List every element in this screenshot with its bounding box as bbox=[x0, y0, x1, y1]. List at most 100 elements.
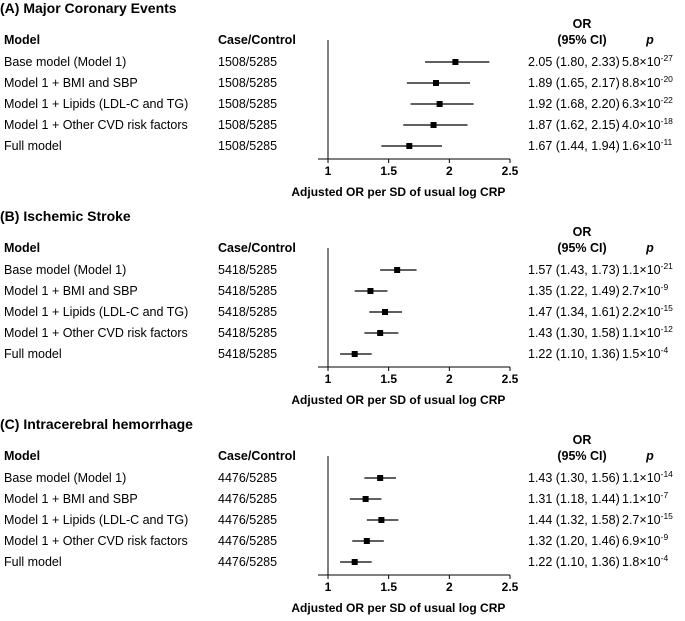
row-p-value: 1.1×10-12 bbox=[622, 324, 673, 340]
times-ten: ×10 bbox=[639, 555, 660, 569]
forest-row: Full model 5418/5285 1.22 (1.10, 1.36) 1.5×… bbox=[4, 345, 668, 361]
forest-row: Model 1 + Other CVD risk factors 5418/528… bbox=[4, 324, 673, 340]
row-model-label: Full model bbox=[4, 347, 62, 361]
p-mantissa: 4.0 bbox=[622, 118, 639, 132]
panel-title: (A) Major Coronary Events bbox=[0, 0, 177, 16]
row-model-label: Full model bbox=[4, 555, 62, 569]
row-or-ci: 1.47 (1.34, 1.61) bbox=[528, 305, 620, 319]
row-or-ci: 1.44 (1.32, 1.58) bbox=[528, 513, 620, 527]
p-mantissa: 2.7 bbox=[622, 284, 639, 298]
row-model-label: Model 1 + Other CVD risk factors bbox=[4, 118, 188, 132]
forest-row: Full model 4476/5285 1.22 (1.10, 1.36) 1.8×… bbox=[4, 553, 668, 569]
point-estimate bbox=[452, 59, 459, 65]
point-estimate bbox=[377, 330, 384, 336]
forest-panel: (B) Ischemic Stroke Model Case/Control OR (9… bbox=[0, 208, 673, 407]
point-estimate bbox=[436, 101, 443, 107]
point-estimate bbox=[367, 288, 374, 294]
forest-row: Model 1 + Lipids (LDL-C and TG) 5418/5285… bbox=[4, 303, 673, 319]
row-case-control: 1508/5285 bbox=[218, 118, 277, 132]
p-exponent: -11 bbox=[661, 137, 673, 147]
row-or-ci: 1.35 (1.22, 1.49) bbox=[528, 284, 620, 298]
forest-row: Base model (Model 1) 5418/5285 1.57 (1.43,… bbox=[4, 261, 673, 277]
row-case-control: 1508/5285 bbox=[218, 76, 277, 90]
x-tick-label: 2.5 bbox=[502, 372, 519, 386]
times-ten: ×10 bbox=[639, 76, 660, 90]
row-p-value: 1.8×10-4 bbox=[622, 553, 668, 569]
row-case-control: 4476/5285 bbox=[218, 534, 277, 548]
times-ten: ×10 bbox=[639, 263, 660, 277]
x-tick-label: 2 bbox=[446, 164, 453, 178]
times-ten: ×10 bbox=[639, 326, 660, 340]
row-model-label: Model 1 + Lipids (LDL-C and TG) bbox=[4, 97, 188, 111]
forest-row: Model 1 + BMI and SBP 1508/5285 1.89 (1.65… bbox=[4, 74, 673, 90]
row-model-label: Model 1 + BMI and SBP bbox=[4, 284, 138, 298]
header-model: Model bbox=[4, 241, 40, 255]
header-case-control: Case/Control bbox=[218, 449, 296, 463]
forest-row: Base model (Model 1) 4476/5285 1.43 (1.30,… bbox=[4, 469, 673, 485]
row-or-ci: 1.22 (1.10, 1.36) bbox=[528, 555, 620, 569]
row-p-value: 1.1×10-7 bbox=[622, 490, 668, 506]
row-case-control: 5418/5285 bbox=[218, 347, 277, 361]
header-case-control: Case/Control bbox=[218, 33, 296, 47]
point-estimate bbox=[351, 351, 358, 357]
panel-title: (B) Ischemic Stroke bbox=[0, 208, 131, 224]
times-ten: ×10 bbox=[639, 284, 660, 298]
row-p-value: 1.1×10-21 bbox=[622, 261, 673, 277]
row-case-control: 1508/5285 bbox=[218, 55, 277, 69]
row-case-control: 1508/5285 bbox=[218, 139, 277, 153]
row-model-label: Base model (Model 1) bbox=[4, 263, 126, 277]
forest-row: Model 1 + BMI and SBP 5418/5285 1.35 (1.22… bbox=[4, 282, 668, 298]
p-mantissa: 6.9 bbox=[622, 534, 639, 548]
row-case-control: 4476/5285 bbox=[218, 492, 277, 506]
point-estimate bbox=[430, 122, 437, 128]
forest-panel: (C) Intracerebral hemorrhage Model Case/Co… bbox=[0, 416, 673, 615]
p-mantissa: 1.1 bbox=[622, 326, 639, 340]
row-or-ci: 1.22 (1.10, 1.36) bbox=[528, 347, 620, 361]
row-case-control: 5418/5285 bbox=[218, 305, 277, 319]
row-or-ci: 2.05 (1.80, 2.33) bbox=[528, 55, 620, 69]
row-model-label: Model 1 + Lipids (LDL-C and TG) bbox=[4, 305, 188, 319]
row-p-value: 5.8×10-27 bbox=[622, 53, 673, 69]
header-or-ci: (95% CI) bbox=[557, 33, 606, 47]
forest-panel: (A) Major Coronary Events Model Case/Contr… bbox=[0, 0, 673, 199]
forest-row: Model 1 + Other CVD risk factors 1508/528… bbox=[4, 116, 673, 132]
row-p-value: 1.5×10-4 bbox=[622, 345, 668, 361]
row-model-label: Model 1 + BMI and SBP bbox=[4, 76, 138, 90]
point-estimate bbox=[351, 559, 358, 565]
p-exponent: -4 bbox=[661, 553, 669, 563]
times-ten: ×10 bbox=[639, 534, 660, 548]
header-p: p bbox=[645, 241, 654, 255]
point-estimate bbox=[378, 517, 385, 523]
point-estimate bbox=[362, 496, 369, 502]
row-case-control: 1508/5285 bbox=[218, 97, 277, 111]
header-model: Model bbox=[4, 449, 40, 463]
p-exponent: -4 bbox=[661, 345, 669, 355]
row-model-label: Full model bbox=[4, 139, 62, 153]
row-model-label: Model 1 + Other CVD risk factors bbox=[4, 534, 188, 548]
p-exponent: -27 bbox=[661, 53, 674, 63]
row-p-value: 2.7×10-9 bbox=[622, 282, 668, 298]
row-case-control: 4476/5285 bbox=[218, 555, 277, 569]
x-tick-label: 1 bbox=[325, 580, 332, 594]
times-ten: ×10 bbox=[639, 513, 660, 527]
row-or-ci: 1.32 (1.20, 1.46) bbox=[528, 534, 620, 548]
header-p: p bbox=[645, 33, 654, 47]
p-exponent: -9 bbox=[661, 532, 669, 542]
times-ten: ×10 bbox=[639, 471, 660, 485]
row-case-control: 5418/5285 bbox=[218, 263, 277, 277]
x-axis-label: Adjusted OR per SD of usual log CRP bbox=[291, 601, 505, 615]
header-p: p bbox=[645, 449, 654, 463]
p-mantissa: 1.5 bbox=[622, 347, 639, 361]
row-p-value: 6.3×10-22 bbox=[622, 95, 673, 111]
header-or-ci: (95% CI) bbox=[557, 241, 606, 255]
p-mantissa: 2.2 bbox=[622, 305, 639, 319]
row-p-value: 2.7×10-15 bbox=[622, 511, 673, 527]
panel-title: (C) Intracerebral hemorrhage bbox=[0, 416, 193, 432]
header-case-control: Case/Control bbox=[218, 241, 296, 255]
row-case-control: 4476/5285 bbox=[218, 513, 277, 527]
x-tick-label: 2.5 bbox=[502, 580, 519, 594]
x-tick-label: 1.5 bbox=[380, 164, 397, 178]
x-tick-label: 1.5 bbox=[380, 580, 397, 594]
row-or-ci: 1.43 (1.30, 1.56) bbox=[528, 471, 620, 485]
times-ten: ×10 bbox=[639, 139, 660, 153]
